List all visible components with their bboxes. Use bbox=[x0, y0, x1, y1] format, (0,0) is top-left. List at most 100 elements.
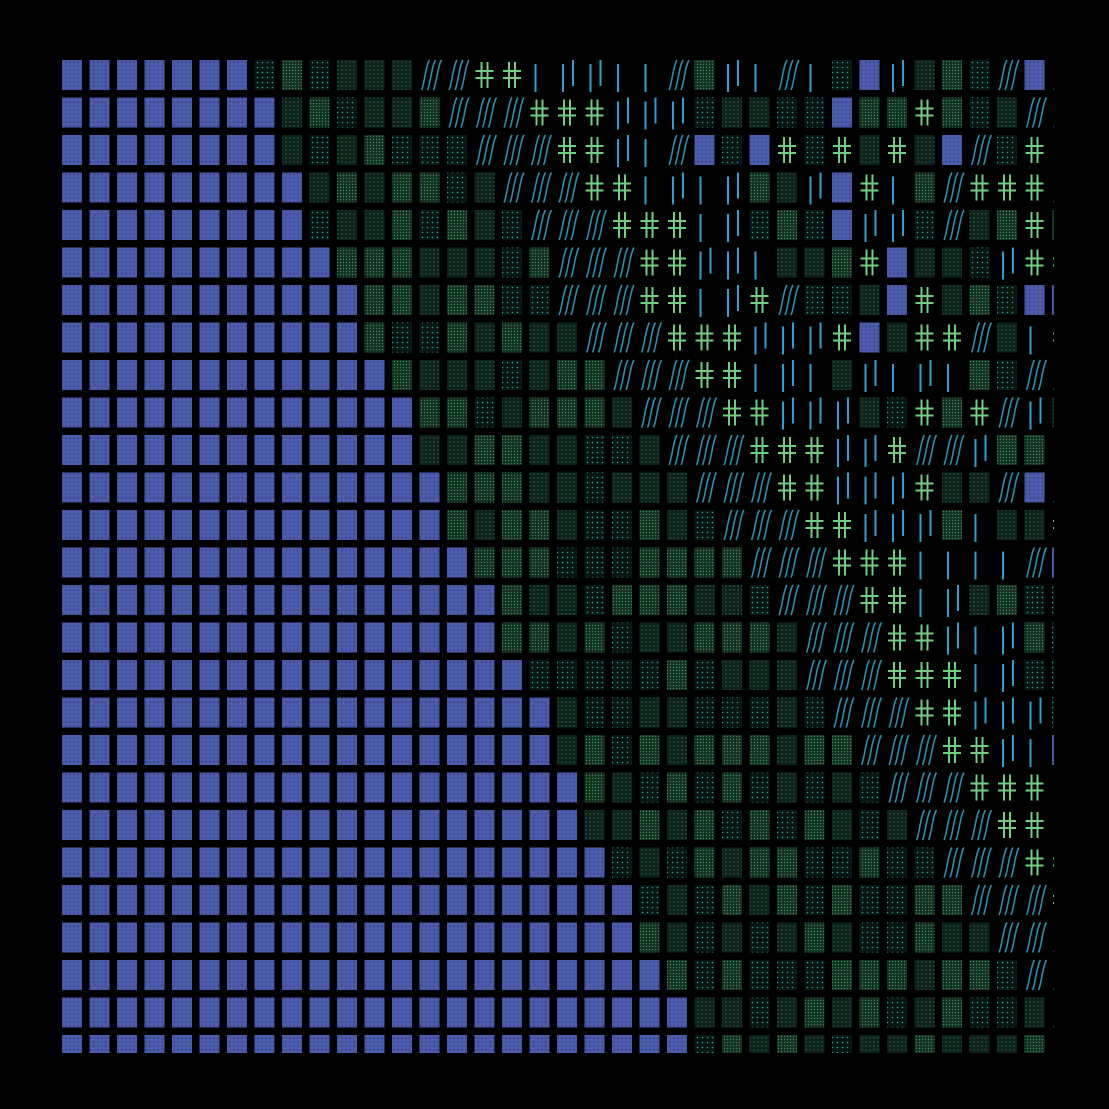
dot-tile bbox=[969, 472, 990, 503]
dot-tile bbox=[777, 810, 797, 840]
dot-tile bbox=[474, 547, 495, 578]
dot-tile bbox=[667, 697, 687, 728]
blue-tile bbox=[337, 697, 357, 728]
blue-tile bbox=[172, 435, 192, 465]
slash-stroke bbox=[1010, 397, 1020, 428]
dot-tile bbox=[557, 735, 577, 765]
cross-tile bbox=[888, 662, 906, 688]
dot-tile bbox=[392, 135, 412, 165]
blue-tile bbox=[474, 660, 495, 690]
slash-tile bbox=[943, 847, 965, 878]
blue-tile bbox=[199, 660, 220, 690]
dot-tile bbox=[474, 322, 495, 353]
bar-tile bbox=[672, 172, 684, 205]
blue-tile bbox=[117, 97, 137, 128]
dot-tile bbox=[667, 885, 687, 915]
blue-tile bbox=[337, 547, 357, 578]
blue-tile bbox=[144, 997, 165, 1028]
blue-tile bbox=[887, 247, 907, 278]
dot-tile bbox=[722, 772, 742, 803]
bar-tile bbox=[754, 322, 767, 355]
bar-tile bbox=[892, 472, 904, 505]
slash-stroke bbox=[591, 247, 602, 278]
blue-tile bbox=[89, 135, 110, 165]
slash-tile bbox=[998, 397, 1020, 428]
blue-tile bbox=[144, 847, 165, 878]
slash-stroke bbox=[674, 434, 684, 466]
dot-tile bbox=[777, 922, 797, 953]
blue-tile bbox=[62, 922, 82, 953]
slash-stroke bbox=[695, 434, 706, 466]
blue-tile bbox=[144, 960, 165, 990]
slash-stroke bbox=[982, 809, 993, 841]
blue-tile bbox=[282, 1035, 302, 1053]
dot-tile bbox=[392, 322, 412, 353]
dot-tile bbox=[364, 97, 385, 128]
dot-tile bbox=[364, 135, 385, 165]
dot-tile bbox=[667, 922, 687, 953]
slash-stroke bbox=[998, 847, 1008, 878]
dot-tile bbox=[749, 622, 770, 653]
dot-tile bbox=[942, 60, 962, 90]
cross-tile bbox=[585, 137, 604, 163]
blue-tile bbox=[529, 810, 550, 840]
dot-tile bbox=[337, 135, 357, 165]
dot-tile bbox=[557, 585, 577, 615]
dot-tile bbox=[557, 360, 577, 390]
bar-tile bbox=[1002, 660, 1014, 692]
slash-stroke bbox=[860, 659, 871, 691]
slash-stroke bbox=[998, 397, 1008, 428]
slash-stroke bbox=[668, 397, 678, 428]
slash-stroke bbox=[833, 584, 843, 616]
slash-stroke bbox=[784, 59, 794, 91]
dot-tile bbox=[639, 547, 660, 578]
slash-tile bbox=[998, 884, 1020, 916]
blue-tile bbox=[254, 847, 275, 878]
blue-tile bbox=[584, 885, 605, 915]
slash-stroke bbox=[701, 434, 712, 466]
blue-tile bbox=[89, 697, 110, 728]
blue-tile bbox=[282, 622, 302, 653]
dot-tile bbox=[749, 922, 770, 953]
slash-stroke bbox=[833, 659, 843, 691]
blue-tile bbox=[282, 960, 302, 990]
blue-tile bbox=[89, 247, 110, 278]
dot-tile bbox=[887, 97, 907, 128]
dot-tile bbox=[364, 285, 385, 315]
dot-tile bbox=[639, 847, 660, 878]
blue-tile bbox=[89, 772, 110, 803]
cross-tile bbox=[1025, 249, 1044, 276]
blue-tile bbox=[89, 660, 110, 690]
blue-tile bbox=[62, 135, 82, 165]
blue-tile bbox=[392, 772, 412, 803]
slash-stroke bbox=[790, 509, 800, 541]
blue-tile bbox=[364, 772, 385, 803]
slash-tile bbox=[970, 134, 993, 166]
slash-tile bbox=[585, 322, 608, 353]
slash-stroke bbox=[735, 472, 745, 503]
blue-tile bbox=[392, 997, 412, 1028]
cross-tile bbox=[970, 174, 989, 201]
slash-tile bbox=[723, 434, 745, 466]
slash-stroke bbox=[646, 359, 657, 391]
blue-tile bbox=[282, 472, 302, 503]
dot-tile bbox=[557, 622, 577, 653]
blue-tile bbox=[227, 97, 247, 128]
dot-tile bbox=[694, 960, 715, 990]
slash-stroke bbox=[625, 247, 635, 278]
slash-stroke bbox=[680, 59, 690, 91]
blue-tile bbox=[254, 810, 275, 840]
slash-tile bbox=[448, 59, 470, 91]
blue-tile bbox=[227, 735, 247, 765]
slash-stroke bbox=[811, 584, 822, 616]
dot-tile bbox=[969, 97, 990, 128]
dot-tile bbox=[722, 847, 742, 878]
slash-tile bbox=[668, 434, 690, 466]
dot-tile bbox=[749, 210, 770, 240]
dot-tile bbox=[722, 547, 742, 578]
slash-stroke bbox=[1037, 359, 1048, 391]
dot-tile bbox=[804, 847, 825, 878]
slash-tile bbox=[585, 247, 608, 278]
blue-tile bbox=[62, 472, 82, 503]
slash-stroke bbox=[668, 359, 678, 391]
